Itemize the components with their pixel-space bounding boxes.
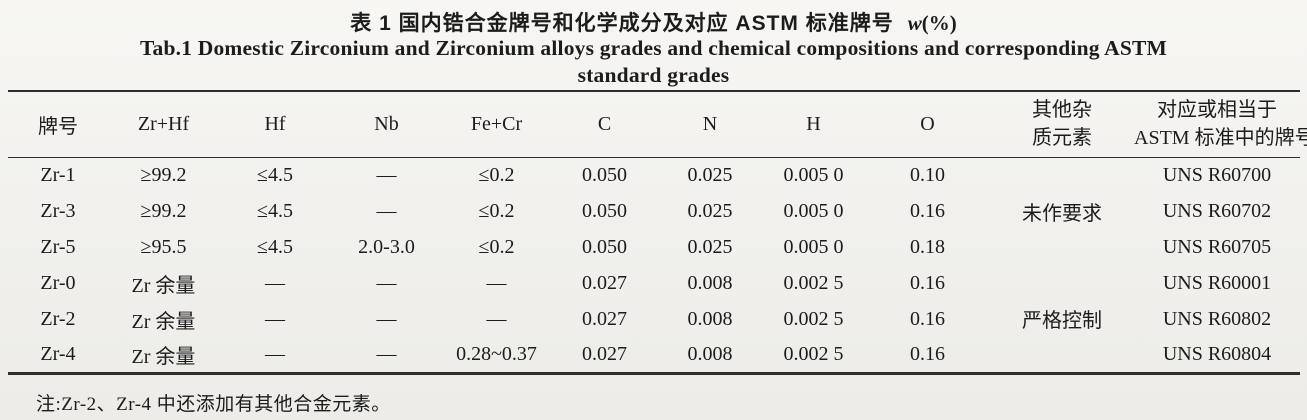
cell-fe-cr: ≤0.2 bbox=[478, 235, 515, 258]
cell-nb: — bbox=[376, 271, 397, 294]
cell-zr-hf: ≥99.2 bbox=[140, 163, 187, 186]
cell-grade: Zr-4 bbox=[40, 342, 76, 365]
cell-n: 0.008 bbox=[687, 271, 733, 294]
cell-c: 0.027 bbox=[582, 342, 627, 365]
cell-o: 0.16 bbox=[910, 307, 945, 330]
cell-c: 0.027 bbox=[582, 307, 627, 330]
cell-hf: ≤4.5 bbox=[257, 199, 293, 222]
cell-astm: UNS R60705 bbox=[1162, 235, 1272, 258]
cell-h: 0.002 5 bbox=[783, 342, 844, 365]
cell-h: 0.002 5 bbox=[783, 307, 844, 330]
impurity-group-cell: 严格控制 bbox=[1022, 309, 1102, 332]
cell-n: 0.025 bbox=[687, 199, 733, 222]
col-header-n: N bbox=[658, 91, 762, 158]
cell-fe-cr: — bbox=[486, 307, 507, 330]
impurity-group-cell: 未作要求 bbox=[1022, 202, 1102, 225]
cell-nb: 2.0-3.0 bbox=[358, 235, 415, 258]
col-header-c: C bbox=[551, 91, 658, 158]
cell-nb: — bbox=[376, 163, 397, 186]
cell-zr-hf: ≥99.2 bbox=[140, 199, 187, 222]
table-row: Zr-5 ≥95.5 ≤4.5 2.0-3.0 ≤0.2 0.050 0.025… bbox=[8, 229, 1300, 265]
cell-o: 0.16 bbox=[910, 271, 945, 294]
cell-astm: UNS R60001 bbox=[1162, 271, 1272, 294]
col-header-other-impurities-line1: 其他杂 bbox=[1032, 99, 1092, 122]
cell-astm: UNS R60702 bbox=[1162, 199, 1272, 222]
col-header-astm-line2: ASTM 标准中的牌号 bbox=[1134, 127, 1307, 150]
mass-fraction-unit: (%) bbox=[921, 11, 957, 35]
table-row: Zr-3 ≥99.2 ≤4.5 — ≤0.2 0.050 0.025 0.005… bbox=[8, 193, 1300, 229]
cell-hf: — bbox=[265, 307, 285, 330]
cell-c: 0.027 bbox=[582, 271, 627, 294]
table-title-zh: 表 1 国内锆合金牌号和化学成分及对应 ASTM 标准牌号 w(%) bbox=[0, 7, 1307, 37]
cell-hf: ≤4.5 bbox=[257, 235, 293, 258]
cell-h: 0.005 0 bbox=[783, 199, 844, 222]
cell-astm: UNS R60804 bbox=[1162, 342, 1272, 365]
cell-o: 0.16 bbox=[910, 342, 945, 365]
cell-hf: ≤4.5 bbox=[257, 163, 293, 186]
table-row: Zr-4 Zr 余量 — — 0.28~0.37 0.027 0.008 0.0… bbox=[8, 337, 1300, 373]
cell-zr-hf: Zr 余量 bbox=[131, 274, 196, 297]
cell-astm: UNS R60700 bbox=[1162, 163, 1272, 186]
cell-n: 0.025 bbox=[687, 235, 733, 258]
col-header-grade: 牌号 bbox=[8, 91, 108, 158]
table-title-en-line1: Tab.1 Domestic Zirconium and Zirconium a… bbox=[139, 36, 1168, 60]
col-header-h: H bbox=[762, 91, 865, 158]
cell-hf: — bbox=[265, 342, 285, 365]
cell-zr-hf: Zr 余量 bbox=[131, 345, 196, 368]
cell-n: 0.025 bbox=[687, 163, 733, 186]
cell-o: 0.18 bbox=[910, 235, 945, 258]
cell-h: 0.002 5 bbox=[783, 271, 844, 294]
cell-grade: Zr-0 bbox=[40, 271, 76, 294]
table-title-en-line2: standard grades bbox=[577, 63, 730, 87]
cell-c: 0.050 bbox=[582, 199, 627, 222]
cell-nb: — bbox=[376, 199, 397, 222]
cell-zr-hf: Zr 余量 bbox=[131, 310, 196, 333]
cell-n: 0.008 bbox=[687, 342, 733, 365]
col-header-other-impurities: 其他杂 质元素 bbox=[990, 91, 1134, 158]
cell-h: 0.005 0 bbox=[783, 235, 844, 258]
col-header-fe-cr: Fe+Cr bbox=[442, 91, 551, 158]
table-row: Zr-0 Zr 余量 — — — 0.027 0.008 0.002 5 0.1… bbox=[8, 265, 1300, 332]
cell-grade: Zr-3 bbox=[40, 199, 76, 222]
cell-fe-cr: 0.28~0.37 bbox=[456, 342, 537, 365]
cell-n: 0.008 bbox=[687, 307, 733, 330]
header-row: 牌号 Zr+Hf Hf Nb Fe+Cr C N H O 其他杂 质元素 对应或… bbox=[8, 91, 1307, 158]
table-row: Zr-2 Zr 余量 — — — 0.027 0.008 0.002 5 0.1… bbox=[8, 301, 1300, 337]
cell-o: 0.10 bbox=[910, 163, 945, 186]
col-header-zr-hf: Zr+Hf bbox=[108, 91, 219, 158]
table-footnote: 注:Zr-2、Zr-4 中还添加有其他合金元素。 bbox=[36, 394, 391, 415]
col-header-nb: Nb bbox=[331, 91, 442, 158]
cell-fe-cr: ≤0.2 bbox=[478, 199, 515, 222]
col-header-hf: Hf bbox=[219, 91, 331, 158]
col-header-astm: 对应或相当于 ASTM 标准中的牌号 bbox=[1134, 91, 1307, 158]
table-title-zh-text: 表 1 国内锆合金牌号和化学成分及对应 ASTM 标准牌号 bbox=[350, 12, 894, 35]
cell-c: 0.050 bbox=[582, 163, 627, 186]
cell-fe-cr: ≤0.2 bbox=[478, 163, 515, 186]
cell-grade: Zr-5 bbox=[40, 235, 76, 258]
cell-fe-cr: — bbox=[486, 271, 507, 294]
cell-zr-hf: ≥95.5 bbox=[140, 235, 187, 258]
cell-nb: — bbox=[376, 307, 397, 330]
cell-grade: Zr-1 bbox=[40, 163, 76, 186]
cell-o: 0.16 bbox=[910, 199, 945, 222]
table-row: Zr-1 ≥99.2 ≤4.5 — ≤0.2 0.050 0.025 0.005… bbox=[8, 157, 1300, 225]
cell-c: 0.050 bbox=[582, 235, 627, 258]
cell-astm: UNS R60802 bbox=[1162, 307, 1272, 330]
mass-fraction-symbol: w bbox=[907, 11, 922, 35]
col-header-o: O bbox=[865, 91, 990, 158]
col-header-other-impurities-line2: 质元素 bbox=[1032, 127, 1092, 150]
cell-nb: — bbox=[376, 342, 397, 365]
alloy-composition-table: 牌号 Zr+Hf Hf Nb Fe+Cr C N H O 其他杂 质元素 对应或… bbox=[8, 90, 1307, 375]
cell-h: 0.005 0 bbox=[783, 163, 844, 186]
cell-hf: — bbox=[265, 271, 285, 294]
col-header-astm-line1: 对应或相当于 bbox=[1157, 99, 1277, 122]
cell-grade: Zr-2 bbox=[40, 307, 76, 330]
